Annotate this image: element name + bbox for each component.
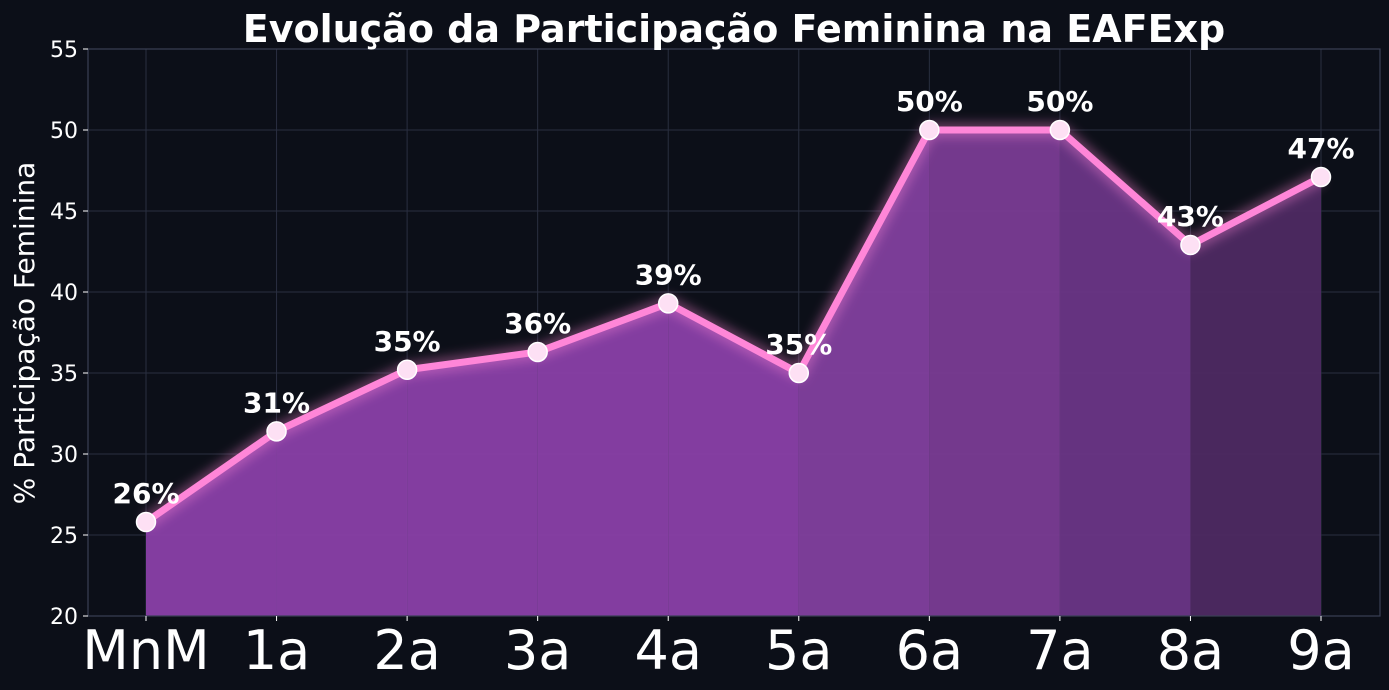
data-point-8 (1180, 234, 1201, 256)
data-point-7 (1049, 119, 1071, 141)
area-segment-3 (537, 303, 669, 616)
axes: 20 25 30 35 40 45 50 55 MnM 1a 2a 3a 4a 5a 6a 7a 8a 9a (50, 38, 1381, 682)
data-point-3 (527, 341, 548, 363)
data-label-3: 36% (504, 307, 571, 340)
area-segment-6 (929, 130, 1060, 616)
data-point-1 (266, 421, 287, 442)
data-point-0 (135, 511, 157, 533)
x-tick-label-6: 6a (896, 619, 963, 682)
data-point-6 (919, 119, 940, 141)
data-label-4: 39% (635, 258, 702, 291)
plot-frame (87, 48, 1381, 617)
x-tick-label-5: 5a (765, 619, 832, 682)
data-label-7: 50% (1026, 85, 1093, 118)
y-tick-label-6: 50 (50, 119, 78, 144)
y-tick-label-7: 55 (50, 38, 78, 63)
data-point-4 (657, 293, 679, 314)
series-line-main (142, 126, 1325, 526)
area-segment-1 (276, 369, 408, 616)
x-tick-label-1: 1a (243, 619, 310, 682)
area-segment-8 (1190, 176, 1321, 617)
y-tick-label-3: 35 (50, 362, 78, 387)
x-tick-label-0: MnM (82, 619, 209, 682)
data-labels: 26% 31% 35% 36% 39% 35% 50% 50% 43% 47% (112, 85, 1354, 510)
y-tick-label-0: 20 (50, 605, 78, 630)
x-tick-label-2: 2a (373, 619, 440, 682)
y-axis-label: % Participação Feminina (8, 162, 41, 505)
area-segment-0 (146, 431, 277, 616)
data-points (135, 119, 1332, 533)
series-line (141, 122, 1325, 529)
data-label-2: 35% (374, 325, 441, 358)
area-segment-4 (668, 303, 799, 616)
data-label-5: 35% (765, 328, 832, 361)
y-tick-label-4: 40 (50, 281, 78, 306)
area-segment-5 (798, 130, 930, 616)
y-tick-label-2: 30 (50, 443, 78, 468)
area-fill (146, 130, 1321, 617)
chart-title: Evolução da Participação Feminina na EAF… (243, 7, 1226, 51)
area-segment-2 (407, 351, 538, 616)
data-point-5 (788, 362, 810, 384)
data-label-6: 50% (896, 85, 963, 118)
data-label-8: 43% (1157, 200, 1224, 233)
data-label-1: 31% (243, 386, 310, 419)
x-tick-label-9: 9a (1287, 619, 1354, 682)
data-point-2 (396, 359, 418, 381)
x-tick-label-7: 7a (1026, 619, 1093, 682)
data-label-9: 47% (1287, 132, 1354, 165)
data-point-9 (1310, 166, 1332, 188)
x-tick-label-3: 3a (504, 619, 571, 682)
x-tick-label-8: 8a (1157, 619, 1224, 682)
x-tick-label-4: 4a (634, 619, 701, 682)
y-tick-label-1: 25 (50, 524, 78, 549)
data-label-0: 26% (112, 477, 179, 510)
y-tick-label-5: 45 (50, 200, 78, 225)
area-segment-7 (1059, 130, 1191, 616)
